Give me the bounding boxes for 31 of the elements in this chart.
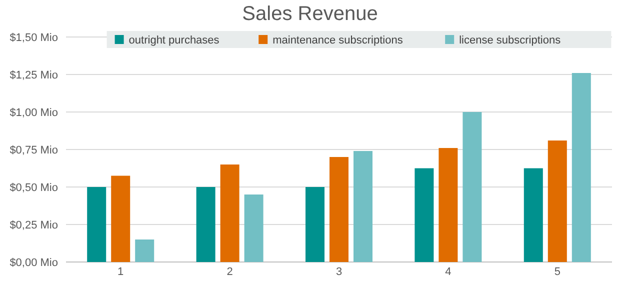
- y-tick-label: $1,00 Mio: [10, 106, 58, 119]
- bar: [244, 194, 264, 262]
- y-tick-label: $1,25 Mio: [10, 69, 58, 82]
- bar: [572, 73, 591, 262]
- x-tick-label: 3: [336, 266, 342, 278]
- bar: [462, 112, 482, 262]
- x-tick-label: 4: [445, 266, 452, 278]
- bar: [548, 140, 567, 262]
- x-tick-label: 2: [226, 266, 233, 278]
- legend-label: maintenance subscriptions: [272, 34, 404, 46]
- y-tick-label: $0,25 Mio: [10, 219, 58, 232]
- bar: [524, 168, 543, 262]
- y-tick-label: $0,75 Mio: [10, 144, 58, 156]
- bar: [354, 151, 372, 262]
- bar: [111, 176, 130, 262]
- bar: [330, 157, 348, 262]
- legend-label: license subscriptions: [459, 34, 562, 46]
- chart-title: Sales Revenue: [242, 3, 378, 25]
- bar: [135, 240, 154, 262]
- bar: [87, 187, 106, 262]
- bar: [196, 187, 216, 262]
- y-tick-label: $1,50 Mio: [10, 32, 58, 44]
- bar: [438, 148, 458, 262]
- y-tick-label: $0,00 Mio: [10, 256, 58, 269]
- legend-label: outright purchases: [128, 34, 220, 46]
- bar: [220, 164, 240, 262]
- y-tick-label: $0,50 Mio: [10, 182, 58, 194]
- x-tick-label: 5: [554, 266, 560, 278]
- bar: [414, 168, 434, 262]
- x-tick-label: 1: [118, 266, 124, 278]
- bar: [306, 187, 324, 262]
